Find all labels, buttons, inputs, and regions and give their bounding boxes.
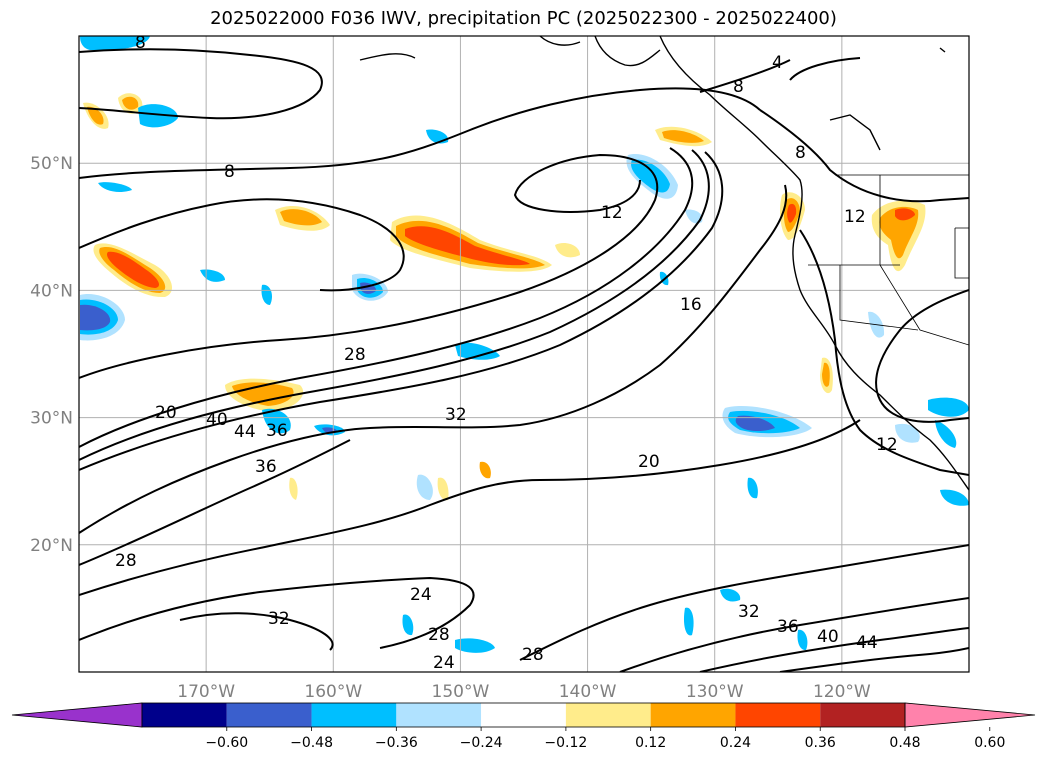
colorbar-swatch <box>142 703 227 727</box>
contour-label: 8 <box>135 33 146 53</box>
colorbar-swatch <box>735 703 821 727</box>
contour-label: 12 <box>844 207 866 227</box>
precip-positive-blob <box>871 200 926 272</box>
lon-tick-label: 160°W <box>304 682 362 702</box>
lon-tick-label: 130°W <box>686 682 744 702</box>
colorbar-swatch <box>820 703 905 727</box>
contour-label: 32 <box>445 405 467 425</box>
lon-tick-label: 140°W <box>559 682 617 702</box>
contour-label: 8 <box>733 77 744 97</box>
contour-label: 4 <box>772 53 783 73</box>
contour-label: 16 <box>680 295 702 315</box>
colorbar-tick-label: 0.24 <box>720 735 751 751</box>
contour-label: 20 <box>638 452 660 472</box>
lat-tick-label: 20°N <box>30 536 73 556</box>
contour-label: 28 <box>115 551 137 571</box>
colorbar-extend-low <box>11 702 143 728</box>
colorbar-tick-label: −0.36 <box>375 735 418 751</box>
state-borders <box>808 174 969 346</box>
map-title: 2025022000 F036 IWV, precipitation PC (2… <box>210 8 837 29</box>
colorbar-tick-label: −0.60 <box>205 735 248 751</box>
contour-label: 36 <box>266 421 288 441</box>
contour-label: 36 <box>255 457 277 477</box>
contour-labels: 8 12 16 20 20 24 24 28 28 28 28 32 32 32… <box>115 33 898 673</box>
contour-label: 44 <box>856 633 878 653</box>
colorbar-outline <box>141 702 906 728</box>
precip-positive-blob <box>289 243 833 501</box>
contour-label: 40 <box>206 410 228 430</box>
precip-shading <box>80 36 969 653</box>
colorbar: −0.60 −0.48 −0.36 −0.24 −0.12 0.12 0.24 0.36 0.4… <box>11 702 1036 751</box>
colorbar-tick-label: 0.36 <box>805 735 836 751</box>
lat-tick-labels: 50°N 40°N 30°N 20°N <box>30 154 73 556</box>
lat-tick-label: 40°N <box>30 281 73 301</box>
colorbar-tick-label: −0.48 <box>290 735 333 751</box>
precip-negative-blob <box>80 36 969 653</box>
precip-positive-blob <box>275 205 330 231</box>
colorbar-tick-label: −0.12 <box>544 735 587 751</box>
contour-label: 12 <box>876 435 898 455</box>
contour-label: 12 <box>601 203 623 223</box>
colorbar-extend-high <box>904 702 1036 728</box>
colorbar-swatch <box>396 703 482 727</box>
contour-label: 28 <box>344 345 366 365</box>
contour-label: 24 <box>410 585 432 605</box>
precip-positive-blob <box>93 243 173 298</box>
contour-label: 32 <box>738 602 760 622</box>
colorbar-swatch <box>226 703 312 727</box>
contour-label: 8 <box>224 162 235 182</box>
lon-tick-labels: 170°W 160°W 150°W 140°W 130°W 120°W <box>177 682 871 702</box>
contour-label: 40 <box>817 627 839 647</box>
colorbar-tick-label: 0.12 <box>635 735 666 751</box>
contour-label: 28 <box>522 645 544 665</box>
coastline <box>359 36 969 491</box>
contour-label: 44 <box>234 422 256 442</box>
lon-tick-label: 120°W <box>813 682 871 702</box>
contour-label: 28 <box>428 625 450 645</box>
lat-tick-label: 30°N <box>30 409 73 429</box>
colorbar-tick-label: 0.60 <box>974 735 1005 751</box>
contour-label: 24 <box>433 653 455 673</box>
map-frame <box>78 35 970 673</box>
colorbar-tick-label: −0.24 <box>460 735 503 751</box>
lon-tick-label: 150°W <box>432 682 490 702</box>
lon-tick-label: 170°W <box>177 682 235 702</box>
colorbar-swatch <box>311 703 397 727</box>
lat-tick-label: 50°N <box>30 154 73 174</box>
contour-label: 8 <box>795 143 806 163</box>
colorbar-tick-label: 0.48 <box>889 735 920 751</box>
contour-label: 20 <box>155 403 177 423</box>
precip-positive-blob <box>655 126 712 147</box>
contour-label: 36 <box>777 617 799 637</box>
iwv-contours <box>79 48 969 672</box>
precip-positive-blob <box>390 215 552 272</box>
colorbar-swatch <box>565 703 651 727</box>
colorbar-swatch <box>481 703 566 727</box>
contour-label: 32 <box>268 609 290 629</box>
colorbar-swatch <box>650 703 736 727</box>
graticule <box>79 36 969 672</box>
